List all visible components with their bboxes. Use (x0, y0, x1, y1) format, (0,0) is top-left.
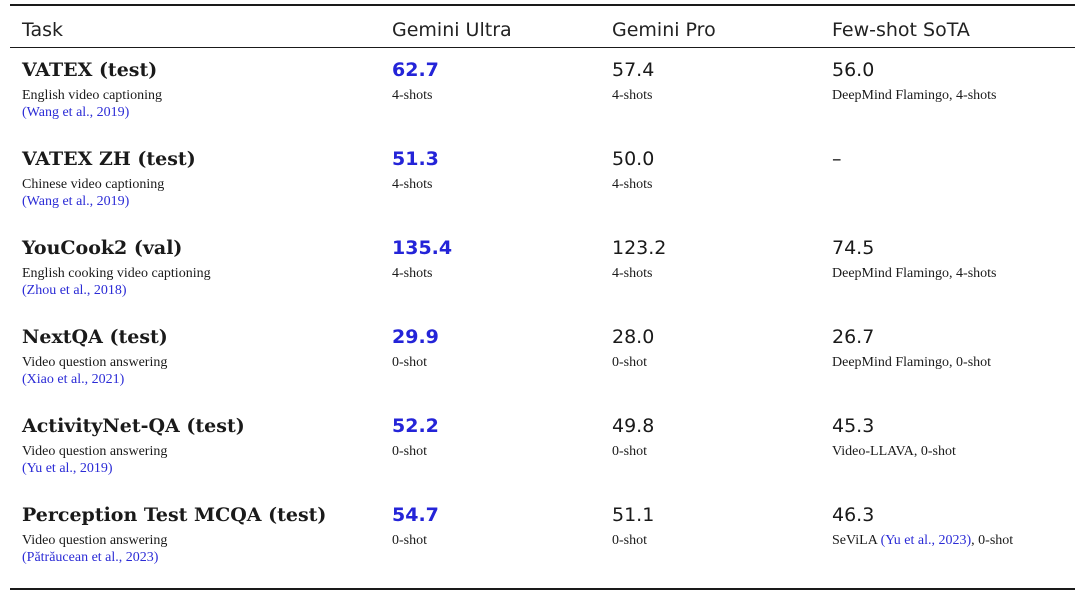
table-row: ActivityNet-QA (test) Video question ans… (10, 404, 1075, 493)
ultra-score: 62.7 (392, 59, 439, 81)
sota-score: – (832, 148, 842, 170)
task-description: Chinese video captioning (22, 177, 165, 192)
header-gemini-pro: Gemini Pro (612, 19, 716, 41)
table-row: NextQA (test) Video question answering (… (10, 315, 1075, 404)
ultra-shots: 0-shot (392, 444, 427, 459)
sota-method: DeepMind Flamingo, 4-shots (832, 88, 997, 103)
task-name: VATEX ZH (test) (22, 148, 196, 170)
task-description: Video question answering (22, 444, 168, 459)
table-header: Task Gemini Ultra Gemini Pro Few-shot So… (10, 6, 1075, 47)
ultra-shots: 0-shot (392, 355, 427, 370)
task-name: ActivityNet-QA (test) (22, 415, 245, 437)
task-citation-link[interactable]: (Wang et al., 2019) (22, 194, 130, 209)
header-task: Task (22, 19, 64, 41)
task-citation-link[interactable]: (Yu et al., 2019) (22, 461, 113, 476)
sota-method-name: SeViLA (832, 533, 881, 548)
results-table: Task Gemini Ultra Gemini Pro Few-shot So… (10, 4, 1075, 590)
sota-score: 56.0 (832, 59, 875, 81)
ultra-score: 54.7 (392, 504, 439, 526)
pro-score: 57.4 (612, 59, 655, 81)
ultra-shots: 0-shot (392, 533, 427, 548)
table-row: YouCook2 (val) English cooking video cap… (10, 226, 1075, 315)
ultra-shots: 4-shots (392, 266, 433, 281)
ultra-score: 29.9 (392, 326, 439, 348)
pro-score: 50.0 (612, 148, 655, 170)
ultra-shots: 4-shots (392, 177, 433, 192)
pro-shots: 0-shot (612, 444, 647, 459)
task-name: Perception Test MCQA (test) (22, 504, 327, 526)
ultra-shots: 4-shots (392, 88, 433, 103)
header-rule (10, 47, 1075, 48)
task-citation-link[interactable]: (Pătrăucean et al., 2023) (22, 550, 159, 565)
task-citation-link[interactable]: (Xiao et al., 2021) (22, 372, 125, 387)
task-citation-link[interactable]: (Wang et al., 2019) (22, 105, 130, 120)
top-rule (10, 4, 1075, 6)
table-row: VATEX ZH (test) Chinese video captioning… (10, 137, 1075, 226)
ultra-score: 52.2 (392, 415, 439, 437)
sota-score: 26.7 (832, 326, 875, 348)
task-citation-link[interactable]: (Zhou et al., 2018) (22, 283, 127, 298)
task-description: English video captioning (22, 88, 162, 103)
sota-method: DeepMind Flamingo, 0-shot (832, 355, 992, 370)
pro-score: 49.8 (612, 415, 655, 437)
header-few-shot-sota: Few-shot SoTA (832, 19, 970, 41)
pro-shots: 4-shots (612, 177, 653, 192)
sota-method-suffix: , 0-shot (971, 533, 1014, 548)
pro-shots: 4-shots (612, 88, 653, 103)
ultra-score: 51.3 (392, 148, 439, 170)
header-gemini-ultra: Gemini Ultra (392, 19, 512, 41)
ultra-score: 135.4 (392, 237, 453, 259)
table-row: VATEX (test) English video captioning (W… (10, 48, 1075, 137)
pro-shots: 0-shot (612, 355, 647, 370)
task-name: YouCook2 (val) (22, 237, 183, 259)
task-name: NextQA (test) (22, 326, 168, 348)
pro-score: 51.1 (612, 504, 655, 526)
pro-shots: 4-shots (612, 266, 653, 281)
pro-score: 123.2 (612, 237, 667, 259)
sota-method: SeViLA (Yu et al., 2023), 0-shot (832, 533, 1013, 549)
pro-score: 28.0 (612, 326, 655, 348)
sota-score: 45.3 (832, 415, 875, 437)
sota-method: DeepMind Flamingo, 4-shots (832, 266, 997, 281)
task-name: VATEX (test) (22, 59, 158, 81)
sota-score: 46.3 (832, 504, 875, 526)
table-row: Perception Test MCQA (test) Video questi… (10, 493, 1075, 582)
pro-shots: 0-shot (612, 533, 647, 548)
sota-citation-link[interactable]: (Yu et al., 2023) (880, 533, 972, 548)
sota-score: 74.5 (832, 237, 875, 259)
task-description: English cooking video captioning (22, 266, 211, 281)
task-description: Video question answering (22, 533, 168, 548)
sota-method: Video-LLAVA, 0-shot (832, 444, 956, 459)
task-description: Video question answering (22, 355, 168, 370)
